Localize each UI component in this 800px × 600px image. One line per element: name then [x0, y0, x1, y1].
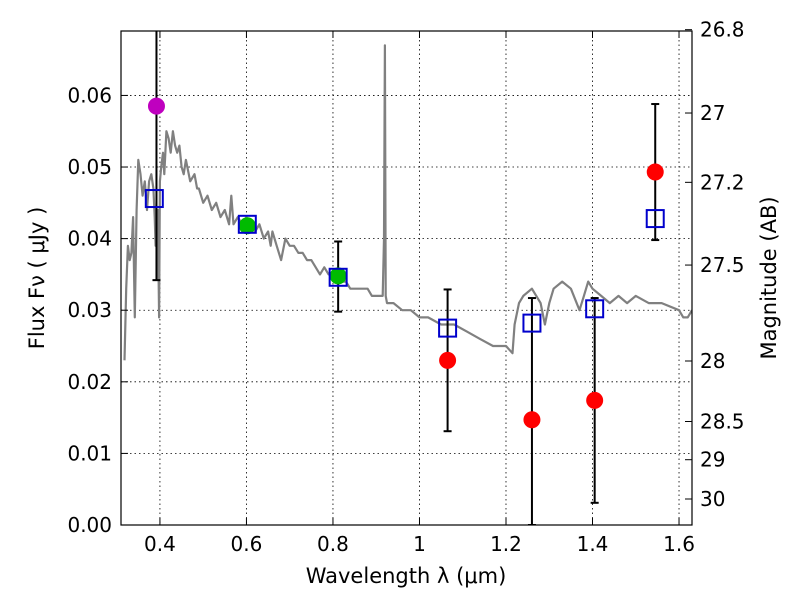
y2-tick-label: 27 [700, 101, 725, 125]
plot-frame [120, 30, 693, 526]
x-axis-label: Wavelength λ (μm) [306, 564, 507, 588]
data-point-circle [147, 97, 165, 115]
x-tick-label: 0.6 [231, 532, 263, 556]
y2-tick-label: 28.5 [700, 410, 745, 434]
y-tick-label: 0.03 [67, 298, 112, 322]
model-point-square [645, 209, 665, 229]
data-point-circle [238, 217, 256, 235]
y2-axis-label: Magnitude (AB) [757, 196, 781, 359]
y2-tick-label: 26.8 [700, 18, 745, 42]
y-axis-label: Flux Fν ( μJy ) [25, 207, 49, 350]
data-point-circle [439, 351, 457, 369]
axis-ticks: 0.4 0.6 0.8 1 1.2 1.4 1.6 0.00 0.01 0.02 0.03 0.04 0… [67, 18, 744, 556]
data-point-circle [329, 267, 347, 285]
x-tick-label: 1 [413, 532, 426, 556]
y-tick-label: 0.04 [67, 227, 112, 251]
template-spectrum-line [123, 44, 692, 361]
x-tick-label: 1.4 [577, 532, 609, 556]
y-tick-label: 0.05 [67, 155, 112, 179]
y2-tick-label: 29 [700, 448, 725, 472]
model-point-square [522, 313, 542, 333]
y-tick-label: 0.01 [67, 441, 112, 465]
model-point-square [144, 189, 164, 209]
data-markers [144, 97, 665, 429]
data-point-circle [646, 163, 664, 181]
y-tick-label: 0.02 [67, 370, 112, 394]
y-tick-label: 0.06 [67, 83, 112, 107]
x-tick-label: 0.8 [317, 532, 349, 556]
y2-tick-label: 27.2 [700, 170, 745, 194]
data-point-circle [523, 411, 541, 429]
model-point-square [585, 299, 605, 319]
y-tick-label: 0.00 [67, 513, 112, 537]
y2-tick-label: 30 [700, 487, 725, 511]
y2-tick-label: 28 [700, 349, 725, 373]
x-tick-label: 1.2 [490, 532, 522, 556]
model-point-square [237, 214, 257, 234]
plot-background [121, 31, 692, 525]
x-tick-label: 0.4 [144, 532, 176, 556]
model-point-square [328, 267, 348, 287]
data-point-circle [586, 391, 604, 409]
x-tick-label: 1.6 [663, 532, 695, 556]
y2-tick-label: 27.5 [700, 253, 745, 277]
model-point-square [438, 318, 458, 338]
